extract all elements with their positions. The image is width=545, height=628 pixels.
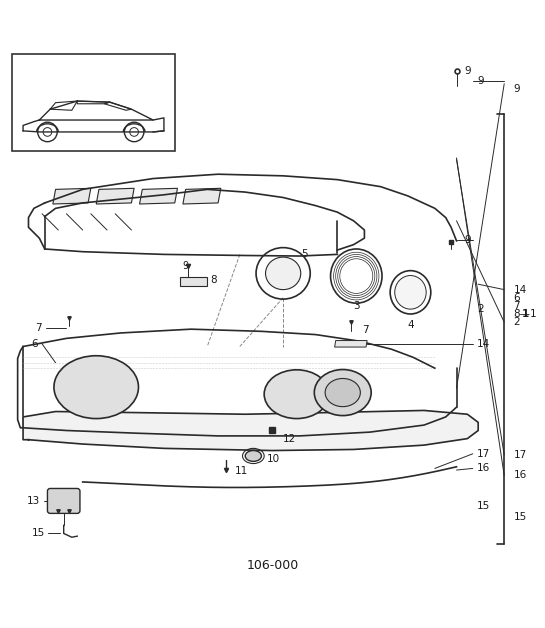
Text: 16: 16	[513, 470, 526, 480]
Text: 9: 9	[513, 84, 520, 94]
Text: 5: 5	[301, 249, 308, 259]
Ellipse shape	[325, 379, 360, 407]
Text: 12: 12	[283, 433, 296, 443]
Text: 15: 15	[32, 528, 45, 538]
Text: 13: 13	[27, 496, 40, 506]
Text: 7: 7	[35, 323, 42, 333]
Text: 9: 9	[465, 235, 471, 245]
Ellipse shape	[54, 355, 138, 419]
Text: 1: 1	[522, 309, 529, 319]
Text: 3: 3	[353, 301, 360, 311]
Polygon shape	[23, 411, 478, 450]
Text: 10: 10	[267, 454, 280, 464]
Polygon shape	[140, 188, 178, 204]
Ellipse shape	[314, 369, 371, 416]
Text: 14: 14	[477, 338, 490, 349]
Text: 7: 7	[362, 325, 368, 335]
FancyBboxPatch shape	[47, 489, 80, 514]
Text: 9: 9	[465, 67, 471, 76]
Text: 11: 11	[234, 466, 247, 476]
Text: 16: 16	[477, 463, 490, 474]
Bar	[12, 54, 175, 151]
Text: 9: 9	[477, 76, 484, 86]
Text: 2: 2	[513, 317, 520, 327]
Text: 4: 4	[407, 320, 414, 330]
Text: 7: 7	[513, 301, 520, 311]
Text: 9: 9	[183, 261, 189, 271]
Ellipse shape	[245, 450, 262, 462]
Text: 17: 17	[513, 450, 526, 460]
Polygon shape	[96, 188, 134, 204]
Text: 14: 14	[513, 284, 526, 295]
Text: 6: 6	[32, 338, 38, 349]
Ellipse shape	[395, 276, 426, 309]
Text: 15: 15	[477, 501, 490, 511]
Polygon shape	[335, 340, 367, 347]
Ellipse shape	[264, 370, 329, 419]
Ellipse shape	[265, 257, 301, 290]
Text: 17: 17	[477, 449, 490, 459]
Text: 8: 8	[210, 276, 216, 285]
Text: 106-000: 106-000	[246, 560, 299, 573]
Polygon shape	[53, 188, 91, 204]
Text: 8—1: 8—1	[513, 309, 537, 319]
Text: 6: 6	[513, 293, 520, 303]
Text: 2: 2	[477, 303, 484, 313]
Polygon shape	[183, 188, 221, 204]
Text: 15: 15	[513, 512, 526, 522]
Polygon shape	[180, 277, 207, 286]
